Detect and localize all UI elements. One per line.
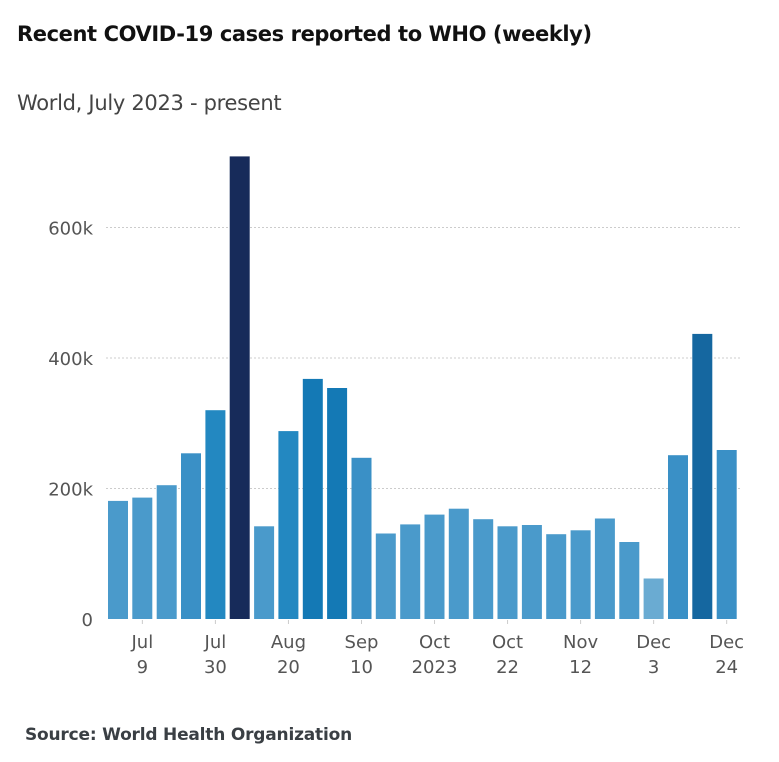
y-tick-label: 400k bbox=[48, 349, 93, 370]
chart-title: Recent COVID-19 cases reported to WHO (w… bbox=[17, 22, 592, 46]
x-tick-label: Dec bbox=[636, 632, 671, 653]
bar[interactable] bbox=[302, 378, 323, 619]
bar[interactable] bbox=[400, 524, 421, 619]
x-tick-label: 9 bbox=[137, 657, 148, 678]
bar[interactable] bbox=[156, 485, 177, 619]
bar[interactable] bbox=[692, 333, 713, 619]
bar[interactable] bbox=[205, 410, 226, 619]
bar[interactable] bbox=[497, 526, 518, 619]
y-tick-label: 600k bbox=[48, 219, 93, 240]
x-tick-label: Oct bbox=[419, 632, 450, 653]
bar[interactable] bbox=[521, 525, 542, 619]
gridlines bbox=[106, 227, 741, 489]
bar[interactable] bbox=[254, 526, 275, 619]
x-tick-label: 30 bbox=[204, 657, 227, 678]
y-tick-label: 200k bbox=[48, 480, 93, 501]
bar[interactable] bbox=[570, 530, 591, 619]
bar[interactable] bbox=[375, 533, 396, 620]
x-tick-label: Oct bbox=[492, 632, 523, 653]
bar[interactable] bbox=[108, 500, 128, 619]
chart-subtitle: World, July 2023 - present bbox=[17, 91, 282, 115]
bar[interactable] bbox=[594, 518, 615, 620]
bar[interactable] bbox=[716, 450, 737, 619]
bar[interactable] bbox=[473, 519, 494, 619]
bar[interactable] bbox=[424, 514, 445, 619]
x-tick-label: Dec bbox=[709, 632, 744, 653]
bar[interactable] bbox=[181, 453, 201, 619]
source-note: Source: World Health Organization bbox=[25, 725, 352, 745]
bar[interactable] bbox=[668, 455, 688, 619]
y-tick-label: 0 bbox=[82, 610, 93, 631]
x-tick-label: Jul bbox=[204, 632, 227, 653]
x-tick-label: 20 bbox=[277, 657, 300, 678]
bar[interactable] bbox=[327, 388, 348, 619]
bar[interactable] bbox=[132, 497, 153, 619]
x-axis: Jul 9 Jul 30 Aug 20 Sep 10 Oct 2023 Oct 22 Nov 12 Dec 3… bbox=[131, 620, 744, 678]
bar[interactable] bbox=[351, 457, 372, 619]
bar[interactable] bbox=[619, 542, 640, 619]
bar[interactable] bbox=[546, 534, 567, 619]
bar-chart: 0 200k 400k 600k Jul 9 Jul 30 Aug 20 Sep 10 Oct 2023… bbox=[48, 156, 744, 678]
x-tick-label: Nov bbox=[563, 632, 598, 653]
x-tick-label: 22 bbox=[496, 657, 519, 678]
x-tick-label: Jul bbox=[131, 632, 154, 653]
x-tick-label: 2023 bbox=[412, 657, 458, 678]
bar[interactable] bbox=[643, 578, 664, 620]
x-tick-label: Sep bbox=[345, 632, 379, 653]
bar[interactable] bbox=[448, 508, 469, 619]
x-tick-label: 24 bbox=[715, 657, 738, 678]
x-tick-label: 10 bbox=[350, 657, 373, 678]
bar[interactable] bbox=[278, 431, 299, 619]
x-tick-label: Aug bbox=[271, 632, 306, 653]
y-axis: 0 200k 400k 600k bbox=[48, 219, 93, 632]
x-tick-label: 3 bbox=[648, 657, 659, 678]
bars bbox=[108, 156, 737, 619]
x-tick-label: 12 bbox=[569, 657, 592, 678]
bar[interactable] bbox=[229, 156, 250, 619]
